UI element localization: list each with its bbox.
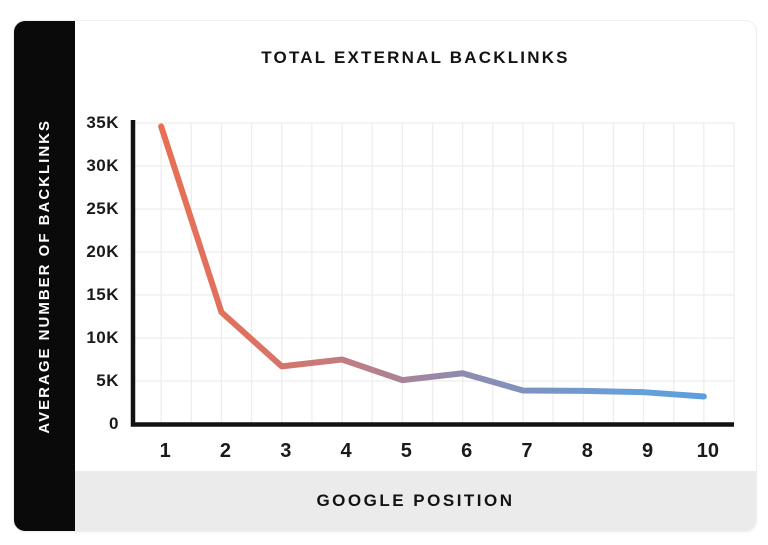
axis-lines — [130, 120, 734, 427]
line-chart — [130, 120, 735, 427]
x-axis-title: GOOGLE POSITION — [316, 491, 515, 510]
x-axis-title-panel: GOOGLE POSITION — [75, 471, 756, 531]
backlinks-data-line — [158, 123, 707, 400]
chart-title: TOTAL EXTERNAL BACKLINKS — [261, 48, 570, 67]
y-axis-title-panel: AVERAGE NUMBER OF BACKLINKS — [14, 21, 75, 531]
chart-card: AVERAGE NUMBER OF BACKLINKS TOTAL EXTERN… — [13, 20, 757, 532]
